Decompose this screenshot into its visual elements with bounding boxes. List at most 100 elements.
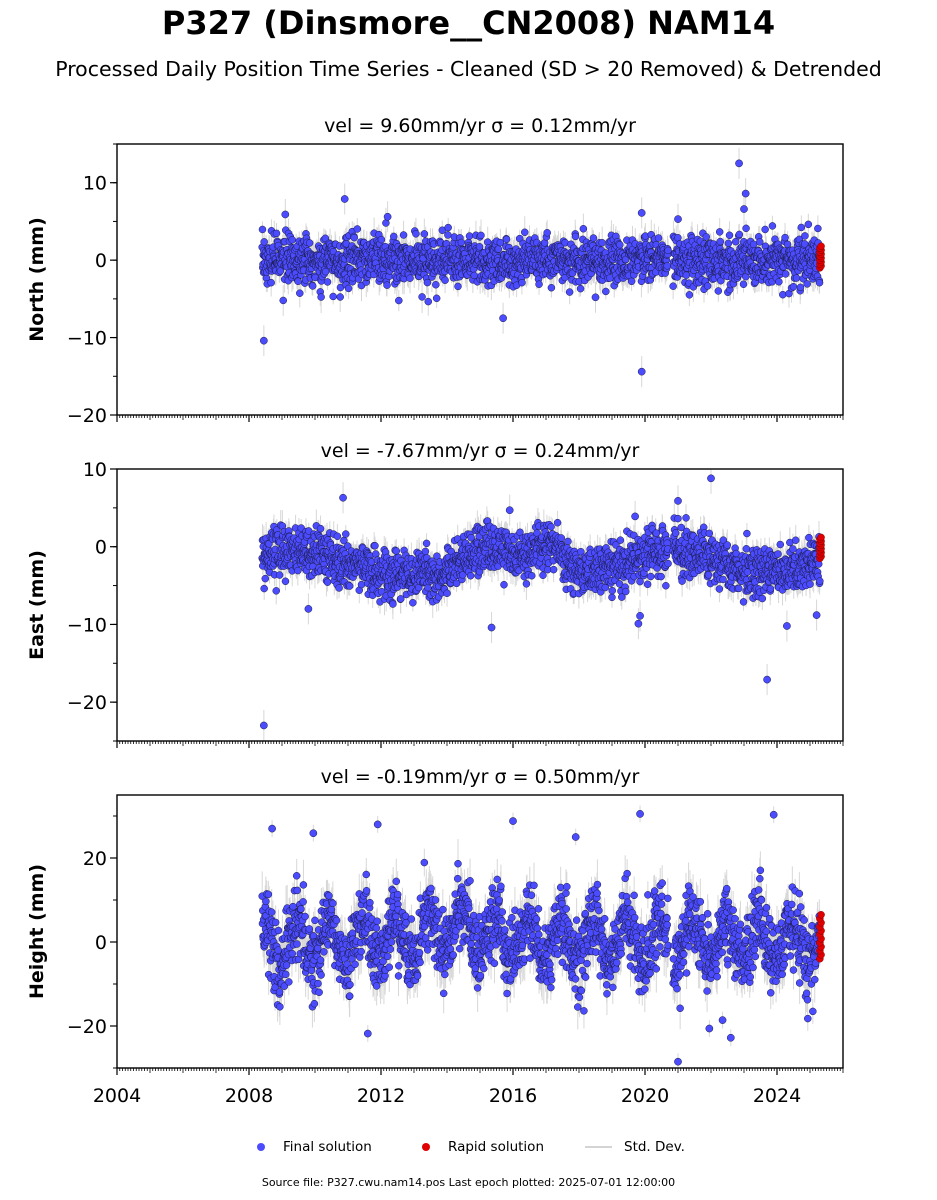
- outlier-point: [741, 189, 750, 198]
- data-point: [792, 274, 801, 282]
- data-point: [669, 282, 677, 290]
- data-point: [576, 284, 585, 293]
- y-tick-label: 0: [95, 250, 107, 272]
- data-point: [353, 225, 362, 233]
- data-point: [781, 233, 789, 242]
- data-point: [418, 293, 426, 301]
- panel-2-plot-area: [258, 469, 825, 741]
- y-axis: −20 −10 0 10: [67, 143, 117, 427]
- rapid-solution-points: [816, 242, 825, 272]
- data-point: [543, 229, 551, 237]
- outlier-point: [637, 367, 646, 376]
- data-point: [565, 288, 574, 296]
- data-point: [535, 280, 543, 288]
- time-series-chart: −20 −10 0 10 vel = 9.60mm/yr σ = 0.12mm/yr No…: [26, 115, 844, 1107]
- data-point: [602, 287, 610, 296]
- data-point: [305, 239, 314, 247]
- data-point: [716, 237, 725, 246]
- data-point: [321, 267, 330, 276]
- data-point: [568, 269, 577, 278]
- data-point: [796, 283, 805, 292]
- data-point: [258, 225, 267, 234]
- data-point: [685, 291, 694, 299]
- data-point: [444, 231, 452, 239]
- data-point: [317, 293, 325, 301]
- data-point: [654, 234, 663, 242]
- data-point: [377, 235, 386, 244]
- data-point: [627, 277, 636, 286]
- data-point: [814, 224, 822, 233]
- x-axis: [116, 415, 844, 422]
- y-tick-label: 10: [83, 173, 107, 195]
- data-point: [441, 276, 449, 284]
- data-point: [336, 293, 344, 301]
- outlier-point: [260, 336, 268, 345]
- outlier-point: [591, 293, 600, 302]
- data-point: [714, 287, 723, 295]
- data-point: [288, 236, 296, 244]
- data-point: [444, 223, 452, 232]
- data-point: [775, 278, 783, 286]
- data-point: [454, 282, 462, 291]
- data-point: [399, 231, 408, 239]
- outlier-point: [499, 314, 507, 323]
- data-point: [616, 241, 624, 249]
- data-point: [664, 246, 672, 255]
- data-point: [703, 282, 712, 290]
- data-point: [406, 274, 414, 282]
- data-point: [804, 220, 813, 229]
- data-point: [779, 290, 787, 299]
- data-point: [424, 297, 433, 306]
- data-point: [761, 225, 769, 234]
- data-point: [502, 235, 511, 244]
- data-point: [260, 238, 268, 246]
- data-point: [739, 280, 748, 289]
- data-point: [296, 289, 304, 297]
- data-point: [724, 239, 733, 248]
- outlier-point: [735, 159, 743, 168]
- data-point: [731, 237, 740, 246]
- data-point: [768, 222, 777, 230]
- data-point: [475, 243, 484, 251]
- data-point: [496, 238, 505, 247]
- outlier-point: [383, 212, 392, 221]
- panel-1: −20 −10 0 10 vel = 9.60mm/yr σ = 0.12mm/yr No…: [26, 115, 844, 427]
- data-point: [308, 282, 317, 290]
- outlier-point: [340, 195, 349, 203]
- data-point: [702, 233, 710, 241]
- std-dev-bars: [261, 469, 821, 741]
- data-point: [350, 233, 358, 242]
- data-point: [797, 223, 806, 232]
- data-point: [598, 239, 606, 247]
- panel-1-plot-area: [258, 147, 825, 388]
- data-point: [781, 270, 790, 278]
- page-subtitle: Processed Daily Position Time Series - C…: [55, 57, 882, 81]
- outlier-point: [281, 210, 290, 219]
- page-title: P327 (Dinsmore__CN2008) NAM14: [161, 4, 776, 42]
- data-point: [725, 231, 734, 240]
- data-point: [457, 238, 466, 247]
- final-solution-points: [258, 159, 824, 376]
- data-point: [756, 238, 764, 246]
- data-point: [323, 278, 332, 286]
- y-axis-label: North (mm): [26, 217, 48, 342]
- data-point: [815, 278, 824, 287]
- data-point: [432, 280, 440, 289]
- data-point: [267, 278, 275, 287]
- data-point: [520, 228, 529, 237]
- panel-title: vel = 9.60mm/yr σ = 0.12mm/yr: [324, 115, 636, 137]
- data-point: [579, 225, 588, 233]
- data-point: [390, 232, 398, 241]
- data-point: [279, 296, 287, 305]
- data-point: [494, 245, 503, 253]
- data-point: [571, 232, 580, 241]
- data-point: [663, 262, 671, 270]
- data-point: [272, 229, 281, 238]
- rapid-point: [817, 242, 825, 250]
- data-point: [789, 282, 798, 291]
- data-point: [800, 240, 809, 248]
- data-point: [715, 228, 724, 236]
- data-point: [735, 230, 744, 239]
- data-point: [518, 278, 526, 287]
